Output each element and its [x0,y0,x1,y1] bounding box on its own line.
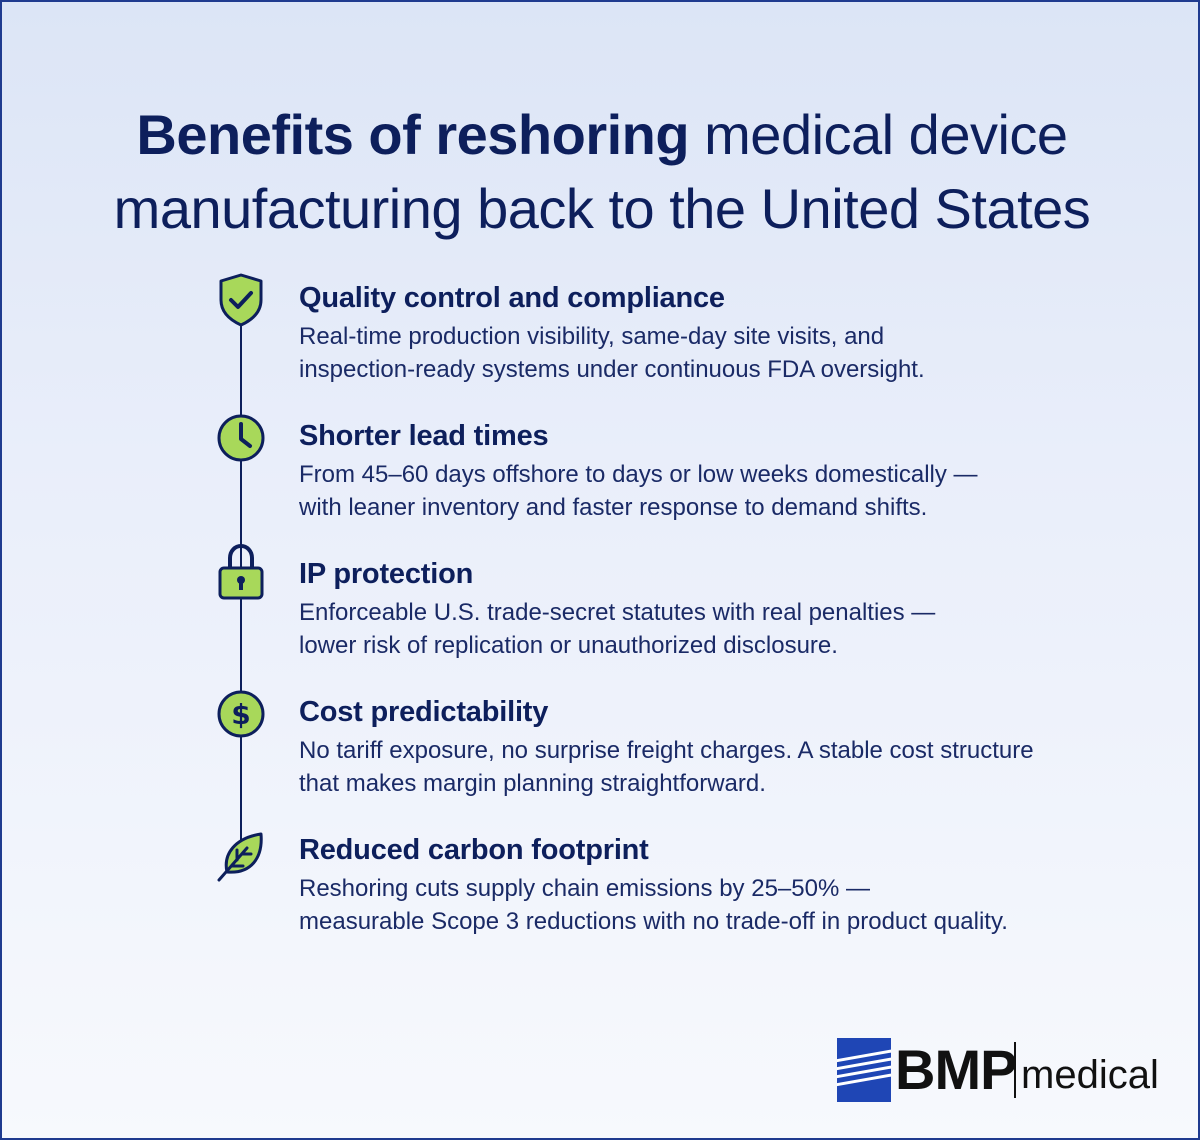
benefit-description-line1: Reshoring cuts supply chain emissions by… [299,875,870,902]
benefit-description: From 45–60 days offshore to days or low … [299,458,1119,524]
svg-text:$: $ [231,698,250,731]
benefit-title: Shorter lead times [299,420,549,452]
benefit-description: Reshoring cuts supply chain emissions by… [299,872,1119,938]
benefit-description-line1: Real-time production visibility, same-da… [299,323,885,350]
benefit-description-line2: that makes margin planning straightforwa… [299,770,766,797]
logo-brand: BMP [895,1038,1017,1101]
dollar-icon: $ [215,686,267,742]
benefit-description-line1: No tariff exposure, no surprise freight … [299,737,1034,764]
bmp-medical-logo: BMP medical [837,1038,1159,1102]
benefit-description-line2: inspection-ready systems under continuou… [299,356,925,383]
benefit-description: Enforceable U.S. trade-secret statutes w… [299,596,1119,662]
leaf-icon [215,828,267,884]
logo-divider [1014,1042,1016,1098]
logo-sub: medical [1021,1053,1159,1097]
benefit-description-line1: Enforceable U.S. trade-secret statutes w… [299,599,936,626]
logo-mark-icon [837,1038,891,1102]
benefit-description-line2: lower risk of replication or unauthorize… [299,632,838,659]
shield-check-icon [215,272,267,328]
benefit-title: Cost predictability [299,696,549,728]
benefit-description-line2: with leaner inventory and faster respons… [299,494,928,521]
title-line2: manufacturing back to the United States [113,176,1091,240]
benefit-description: Real-time production visibility, same-da… [299,320,1119,386]
clock-icon [215,410,267,466]
title-bold: Benefits of reshoring [136,102,690,166]
lock-icon [215,540,267,602]
benefit-description: No tariff exposure, no surprise freight … [299,734,1119,800]
benefit-title: Quality control and compliance [299,282,725,314]
page-title: Benefits of reshoring medical device man… [2,98,1200,246]
benefit-title: IP protection [299,558,474,590]
title-line1-rest: medical device [704,102,1068,166]
benefit-title: Reduced carbon footprint [299,834,649,866]
benefit-description-line1: From 45–60 days offshore to days or low … [299,461,978,488]
benefit-description-line2: measurable Scope 3 reductions with no tr… [299,908,1008,935]
